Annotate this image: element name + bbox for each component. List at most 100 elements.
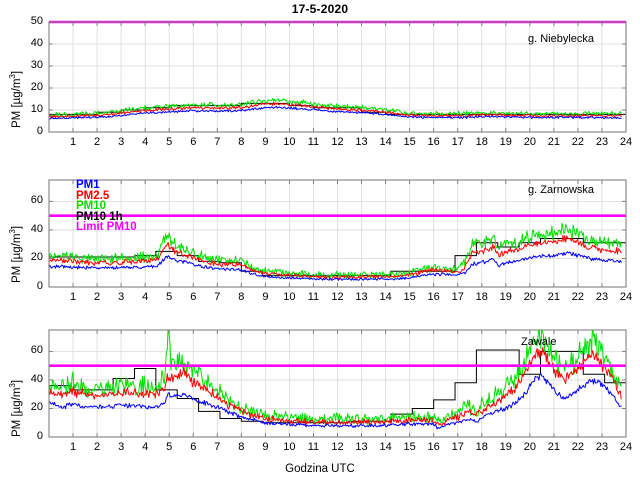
x-tick-label: 24 <box>619 441 633 453</box>
x-tick-label: 20 <box>523 291 536 303</box>
x-tick-label: 3 <box>118 136 125 148</box>
x-tick-label: 6 <box>190 136 197 148</box>
x-tick-label: 7 <box>214 441 221 453</box>
x-tick-label: 15 <box>403 136 416 148</box>
plot-area-zawale <box>48 329 627 438</box>
x-tick-label: 8 <box>238 136 245 148</box>
x-tick-label: 2 <box>94 441 101 453</box>
x-tick-label: 7 <box>214 136 221 148</box>
x-tick-label: 9 <box>262 441 269 453</box>
x-tick-label: 22 <box>571 136 585 148</box>
x-tick-label: 4 <box>142 136 149 148</box>
legend: PM1 PM2.5 PM10 PM10 1h Limit PM10 <box>76 180 137 233</box>
x-tick-label: 11 <box>307 136 320 148</box>
x-tick-label: 17 <box>451 291 464 303</box>
x-tick-label: 16 <box>427 291 440 303</box>
legend-item-pm25: PM2.5 <box>76 189 110 202</box>
legend-item-pm10: PM10 <box>76 200 107 212</box>
station-label-zarnowska: g. Zarnowska <box>528 184 595 196</box>
y-tick-label: 30 <box>30 59 43 71</box>
y-tick-label: 20 <box>30 251 43 264</box>
x-tick-label: 7 <box>214 291 221 303</box>
x-tick-label: 23 <box>595 441 609 453</box>
x-tick-label: 4 <box>142 441 149 453</box>
station-label-zawale: Zawale <box>521 336 557 348</box>
panel-zarnowska <box>0 170 640 325</box>
x-tick-label: 20 <box>523 136 536 148</box>
x-tick-label: 11 <box>307 441 320 453</box>
x-tick-label: 16 <box>427 441 440 453</box>
x-tick-label: 14 <box>379 441 392 453</box>
x-tick-label: 24 <box>619 136 633 148</box>
x-tick-label: 15 <box>403 291 416 303</box>
y-tick-label: 40 <box>30 372 43 385</box>
y-tick-label: 0 <box>36 125 43 137</box>
x-tick-label: 18 <box>475 136 488 148</box>
x-tick-label: 23 <box>595 136 609 148</box>
x-tick-label: 14 <box>379 291 392 303</box>
x-tick-label: 4 <box>142 291 149 303</box>
y-tick-label: 40 <box>30 37 43 49</box>
y-tick-label: 60 <box>30 194 43 207</box>
x-tick-label: 3 <box>118 441 125 453</box>
y-tick-label: 10 <box>30 103 43 115</box>
x-tick-label: 22 <box>571 441 585 453</box>
x-tick-label: 21 <box>547 291 560 303</box>
x-tick-label: 24 <box>619 291 633 303</box>
y-tick-label: 20 <box>30 81 43 93</box>
x-tick-label: 5 <box>166 441 173 453</box>
x-tick-label: 15 <box>403 441 416 453</box>
x-tick-label: 14 <box>379 136 392 148</box>
x-axis-label: Godzina UTC <box>285 463 355 475</box>
x-tick-label: 2 <box>94 291 101 303</box>
plot-area-zarnowska <box>48 179 627 288</box>
x-tick-label: 17 <box>451 441 464 453</box>
station-label-niebylecka: g. Niebylecka <box>528 33 595 45</box>
x-tick-label: 5 <box>166 291 173 303</box>
x-tick-label: 23 <box>595 291 609 303</box>
plot-area-niebylecka <box>48 20 627 133</box>
y-tick-label: 40 <box>30 222 43 235</box>
panel-niebylecka <box>0 0 640 170</box>
x-tick-label: 6 <box>190 291 197 303</box>
x-tick-label: 12 <box>331 291 344 303</box>
x-tick-label: 13 <box>355 441 368 453</box>
y-tick-label: 0 <box>36 430 43 442</box>
y-axis-label-panel1: PM [µg/m3] <box>8 71 23 128</box>
x-tick-label: 16 <box>427 136 440 148</box>
x-tick-label: 5 <box>166 136 173 148</box>
x-tick-label: 6 <box>190 441 197 453</box>
x-tick-label: 18 <box>475 441 488 453</box>
x-tick-label: 20 <box>523 441 536 453</box>
x-tick-label: 11 <box>307 291 320 303</box>
x-tick-label: 9 <box>262 291 269 303</box>
x-tick-label: 21 <box>547 136 560 148</box>
legend-item-pm10-1h: PM10 1h <box>76 210 123 223</box>
x-tick-label: 3 <box>118 291 125 303</box>
x-tick-label: 1 <box>69 441 77 453</box>
y-tick-label: 20 <box>30 401 43 414</box>
x-tick-label: 2 <box>94 136 101 148</box>
x-tick-label: 8 <box>238 291 245 303</box>
y-tick-label: 60 <box>30 344 43 357</box>
y-axis-label-exponent: 3 <box>8 74 17 79</box>
x-tick-label: 19 <box>499 291 512 303</box>
figure-title: 17-5-2020 <box>291 2 349 16</box>
x-tick-label: 18 <box>475 291 488 303</box>
panel-zawale <box>0 325 640 460</box>
legend-item-limit-pm10: Limit PM10 <box>76 221 137 233</box>
x-tick-label: 21 <box>547 441 560 453</box>
y-axis-label-bracket: ] <box>10 70 23 75</box>
y-tick-label: 0 <box>36 280 43 292</box>
x-tick-label: 13 <box>355 291 368 303</box>
x-tick-label: 13 <box>355 136 368 148</box>
legend-item-pm1: PM1 <box>76 179 100 191</box>
x-tick-label: 10 <box>283 136 296 148</box>
x-tick-label: 19 <box>499 441 512 453</box>
x-tick-label: 12 <box>331 136 344 148</box>
x-tick-label: 9 <box>262 136 269 148</box>
x-tick-label: 19 <box>499 136 512 148</box>
x-tick-label: 12 <box>331 441 344 453</box>
x-tick-label: 8 <box>238 441 245 453</box>
